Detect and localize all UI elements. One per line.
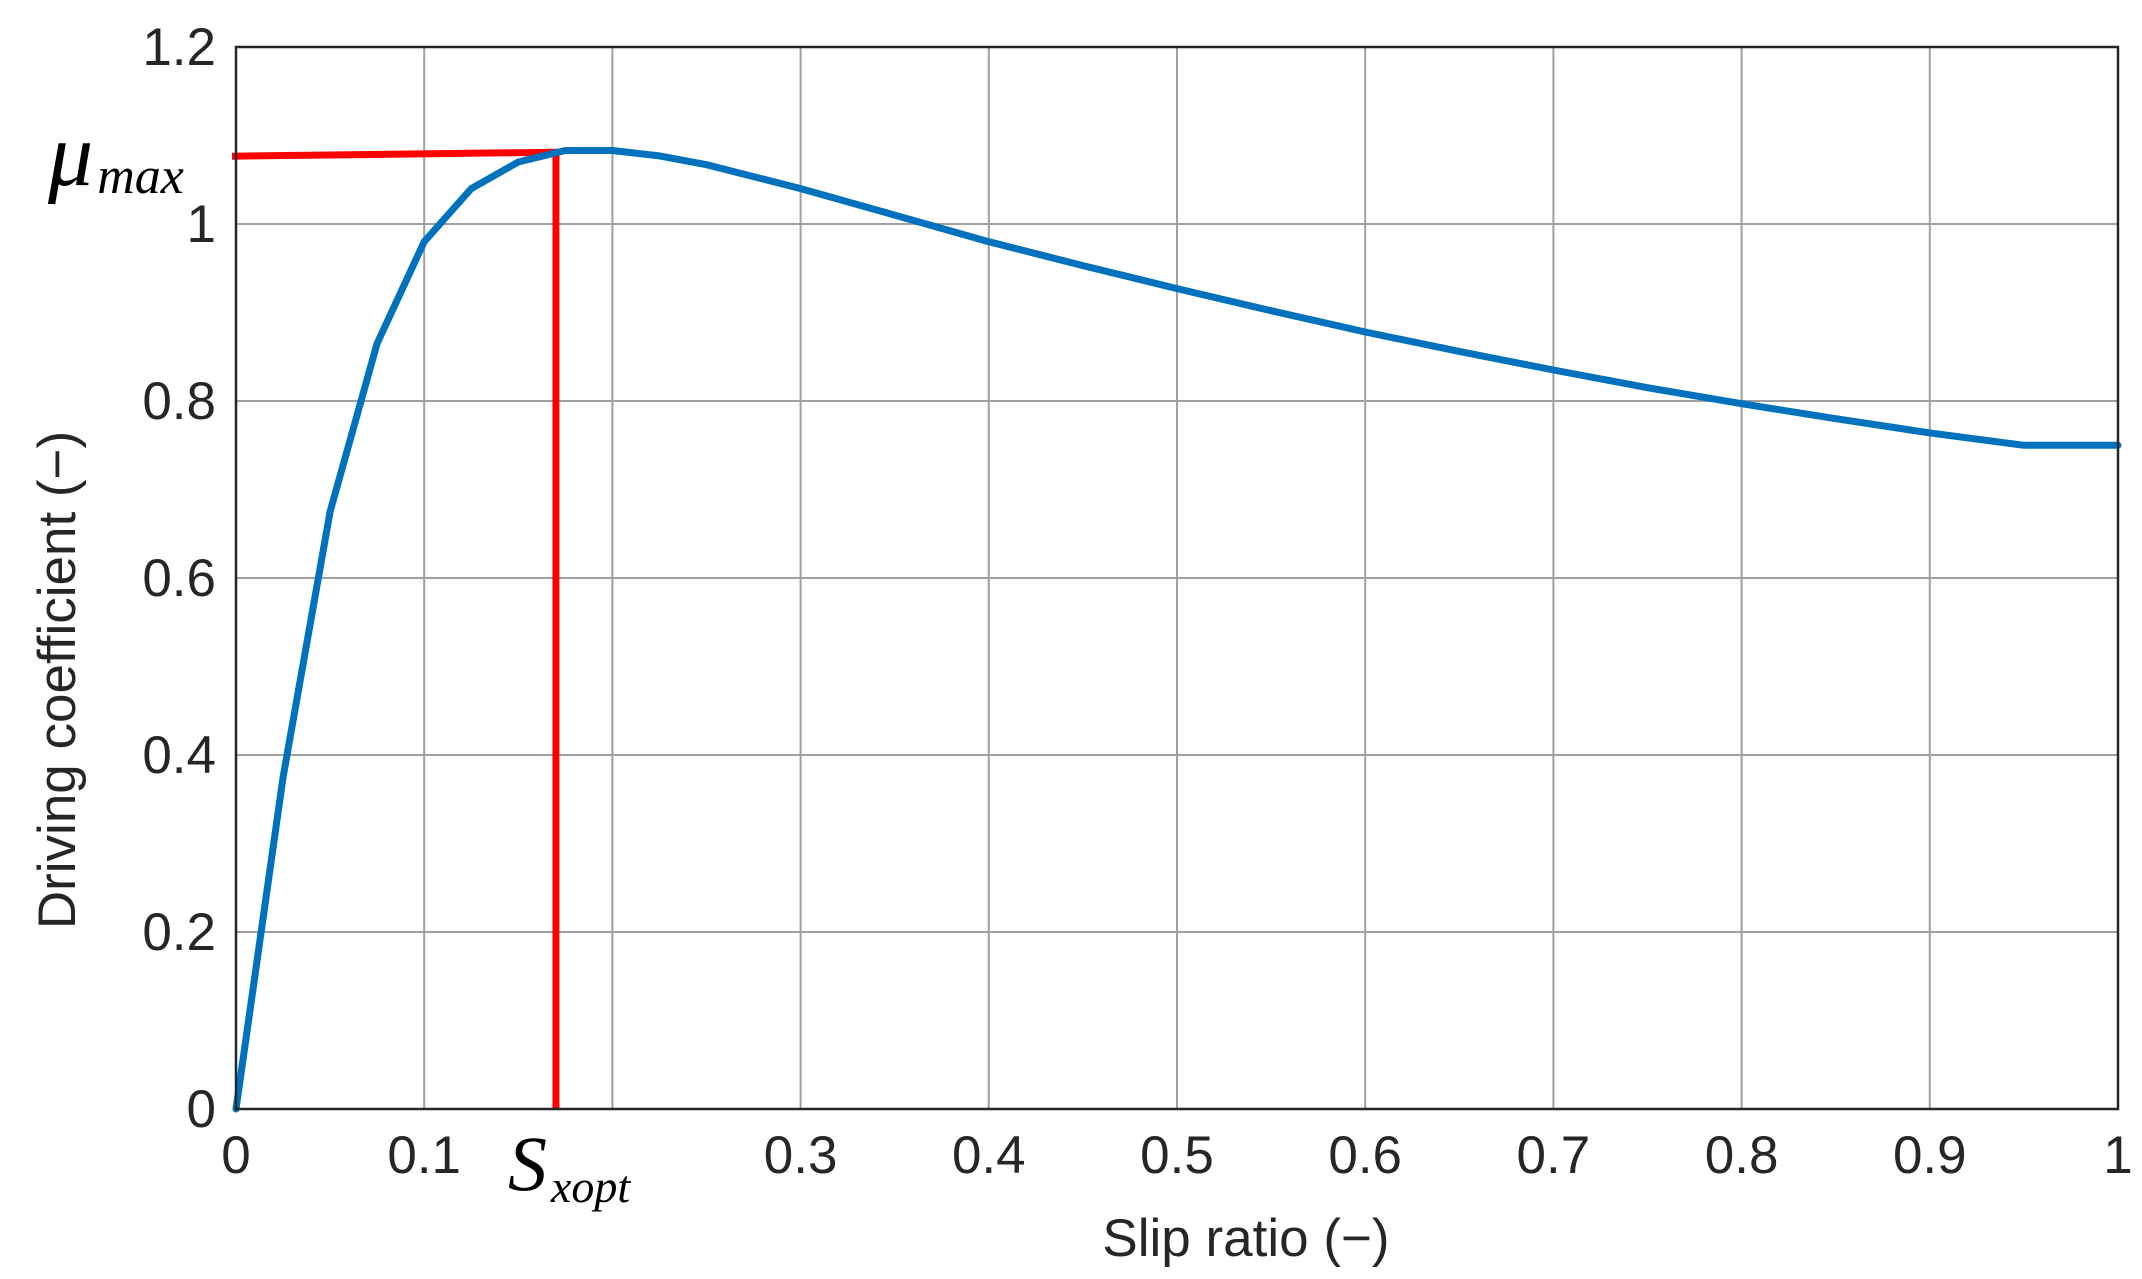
x-tick-label: 0.7	[1517, 1126, 1591, 1185]
x-tick-label: 0.6	[1328, 1126, 1402, 1185]
y-tick-label: 0	[187, 1080, 216, 1139]
x-tick-label: 0.5	[1140, 1126, 1214, 1185]
series-group	[232, 147, 2122, 1113]
axes	[234, 45, 2120, 1111]
plot-frame	[234, 45, 2120, 1111]
x-tick-label: 0.8	[1705, 1126, 1779, 1185]
x-axis-label: Slip ratio (−)	[1102, 1209, 1389, 1268]
x-tick-label: 0.3	[764, 1126, 838, 1185]
y-axis-label: Driving coefficient (−)	[28, 431, 87, 929]
mu-max-subscript: max	[97, 148, 184, 205]
mu-max-symbol: μ	[47, 106, 93, 205]
y-tick-label: 0.2	[142, 903, 216, 962]
x-tick-label: 0.1	[387, 1126, 461, 1185]
y-tick-label: 0.4	[142, 726, 216, 785]
y-tick-label: 0.8	[142, 372, 216, 431]
series-line	[232, 147, 2122, 1113]
mu-max-guide-line	[231, 148, 558, 160]
s-xopt-annotation: S xopt	[508, 1120, 631, 1212]
x-tick-label: 0.9	[1893, 1126, 1967, 1185]
x-tick-label: 0	[221, 1126, 250, 1185]
x-tick-label: 1	[2103, 1126, 2132, 1185]
grid	[235, 46, 2119, 1110]
y-tick-label: 1.2	[142, 18, 216, 77]
optimum-guide-lines	[231, 148, 560, 1109]
s-xopt-symbol: S	[508, 1120, 547, 1207]
s-xopt-subscript: xopt	[550, 1161, 631, 1212]
y-tick-label: 1	[187, 195, 216, 254]
mu-max-annotation: μ max	[47, 106, 184, 205]
tick-labels: 0 0.1 0.3 0.4 0.5 0.6 0.7 0.8 0.9 1 0 0.2 0.4 0.6 0.8 1…	[142, 18, 2132, 1185]
x-tick-label: 0.4	[952, 1126, 1026, 1185]
y-tick-label: 0.6	[142, 549, 216, 608]
